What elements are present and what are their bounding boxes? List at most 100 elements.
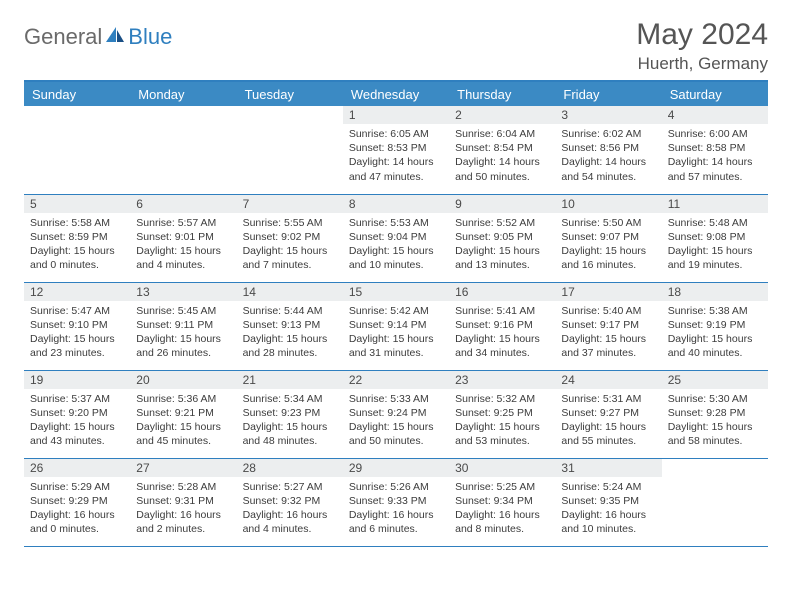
day-number: 17: [555, 283, 661, 301]
week-row: 12Sunrise: 5:47 AMSunset: 9:10 PMDayligh…: [24, 282, 768, 370]
day-cell: 19Sunrise: 5:37 AMSunset: 9:20 PMDayligh…: [24, 370, 130, 458]
day-details: Sunrise: 5:33 AMSunset: 9:24 PMDaylight:…: [343, 389, 449, 452]
day-number: 1: [343, 106, 449, 124]
day-details: Sunrise: 5:36 AMSunset: 9:21 PMDaylight:…: [130, 389, 236, 452]
day-header-row: SundayMondayTuesdayWednesdayThursdayFrid…: [24, 82, 768, 106]
day-cell: 9Sunrise: 5:52 AMSunset: 9:05 PMDaylight…: [449, 194, 555, 282]
day-number: [662, 459, 768, 477]
day-number: 28: [237, 459, 343, 477]
day-number: 7: [237, 195, 343, 213]
day-number: 21: [237, 371, 343, 389]
day-number: 30: [449, 459, 555, 477]
day-cell: 12Sunrise: 5:47 AMSunset: 9:10 PMDayligh…: [24, 282, 130, 370]
day-cell: 8Sunrise: 5:53 AMSunset: 9:04 PMDaylight…: [343, 194, 449, 282]
day-cell: 4Sunrise: 6:00 AMSunset: 8:58 PMDaylight…: [662, 106, 768, 194]
day-details: Sunrise: 5:41 AMSunset: 9:16 PMDaylight:…: [449, 301, 555, 364]
day-header: Wednesday: [343, 82, 449, 106]
day-details: Sunrise: 5:32 AMSunset: 9:25 PMDaylight:…: [449, 389, 555, 452]
day-details: Sunrise: 5:42 AMSunset: 9:14 PMDaylight:…: [343, 301, 449, 364]
day-details: Sunrise: 5:28 AMSunset: 9:31 PMDaylight:…: [130, 477, 236, 540]
day-number: 4: [662, 106, 768, 124]
week-row: 19Sunrise: 5:37 AMSunset: 9:20 PMDayligh…: [24, 370, 768, 458]
day-details: Sunrise: 5:57 AMSunset: 9:01 PMDaylight:…: [130, 213, 236, 276]
month-title: May 2024: [636, 18, 768, 52]
day-cell: 23Sunrise: 5:32 AMSunset: 9:25 PMDayligh…: [449, 370, 555, 458]
day-details: Sunrise: 5:29 AMSunset: 9:29 PMDaylight:…: [24, 477, 130, 540]
day-details: Sunrise: 5:50 AMSunset: 9:07 PMDaylight:…: [555, 213, 661, 276]
day-cell: [662, 458, 768, 546]
day-details: Sunrise: 6:04 AMSunset: 8:54 PMDaylight:…: [449, 124, 555, 187]
day-number: 9: [449, 195, 555, 213]
day-number: 31: [555, 459, 661, 477]
day-details: Sunrise: 5:25 AMSunset: 9:34 PMDaylight:…: [449, 477, 555, 540]
day-cell: [237, 106, 343, 194]
day-cell: 18Sunrise: 5:38 AMSunset: 9:19 PMDayligh…: [662, 282, 768, 370]
day-header: Monday: [130, 82, 236, 106]
day-cell: 13Sunrise: 5:45 AMSunset: 9:11 PMDayligh…: [130, 282, 236, 370]
day-details: Sunrise: 5:48 AMSunset: 9:08 PMDaylight:…: [662, 213, 768, 276]
week-row: 1Sunrise: 6:05 AMSunset: 8:53 PMDaylight…: [24, 106, 768, 194]
day-number: 2: [449, 106, 555, 124]
day-cell: 26Sunrise: 5:29 AMSunset: 9:29 PMDayligh…: [24, 458, 130, 546]
header: General Blue May 2024 Huerth, Germany: [24, 18, 768, 74]
day-cell: [130, 106, 236, 194]
day-details: Sunrise: 5:40 AMSunset: 9:17 PMDaylight:…: [555, 301, 661, 364]
day-details: Sunrise: 5:30 AMSunset: 9:28 PMDaylight:…: [662, 389, 768, 452]
day-details: Sunrise: 6:02 AMSunset: 8:56 PMDaylight:…: [555, 124, 661, 187]
day-number: [130, 106, 236, 124]
brand-logo: General Blue: [24, 24, 172, 50]
day-header: Saturday: [662, 82, 768, 106]
day-cell: [24, 106, 130, 194]
day-number: 3: [555, 106, 661, 124]
brand-text-2: Blue: [128, 24, 172, 50]
day-cell: 30Sunrise: 5:25 AMSunset: 9:34 PMDayligh…: [449, 458, 555, 546]
day-details: Sunrise: 5:26 AMSunset: 9:33 PMDaylight:…: [343, 477, 449, 540]
day-header: Thursday: [449, 82, 555, 106]
day-number: 24: [555, 371, 661, 389]
day-cell: 6Sunrise: 5:57 AMSunset: 9:01 PMDaylight…: [130, 194, 236, 282]
day-number: 27: [130, 459, 236, 477]
day-cell: 28Sunrise: 5:27 AMSunset: 9:32 PMDayligh…: [237, 458, 343, 546]
day-cell: 15Sunrise: 5:42 AMSunset: 9:14 PMDayligh…: [343, 282, 449, 370]
day-cell: 17Sunrise: 5:40 AMSunset: 9:17 PMDayligh…: [555, 282, 661, 370]
day-cell: 10Sunrise: 5:50 AMSunset: 9:07 PMDayligh…: [555, 194, 661, 282]
day-cell: 21Sunrise: 5:34 AMSunset: 9:23 PMDayligh…: [237, 370, 343, 458]
day-cell: 27Sunrise: 5:28 AMSunset: 9:31 PMDayligh…: [130, 458, 236, 546]
day-number: 23: [449, 371, 555, 389]
day-cell: 7Sunrise: 5:55 AMSunset: 9:02 PMDaylight…: [237, 194, 343, 282]
day-number: 13: [130, 283, 236, 301]
day-details: Sunrise: 5:55 AMSunset: 9:02 PMDaylight:…: [237, 213, 343, 276]
day-details: Sunrise: 5:31 AMSunset: 9:27 PMDaylight:…: [555, 389, 661, 452]
day-number: 14: [237, 283, 343, 301]
day-cell: 29Sunrise: 5:26 AMSunset: 9:33 PMDayligh…: [343, 458, 449, 546]
day-number: 10: [555, 195, 661, 213]
day-cell: 5Sunrise: 5:58 AMSunset: 8:59 PMDaylight…: [24, 194, 130, 282]
title-block: May 2024 Huerth, Germany: [636, 18, 768, 74]
day-cell: 3Sunrise: 6:02 AMSunset: 8:56 PMDaylight…: [555, 106, 661, 194]
day-number: 11: [662, 195, 768, 213]
day-details: Sunrise: 5:37 AMSunset: 9:20 PMDaylight:…: [24, 389, 130, 452]
day-number: 8: [343, 195, 449, 213]
calendar-table: SundayMondayTuesdayWednesdayThursdayFrid…: [24, 82, 768, 547]
day-number: 15: [343, 283, 449, 301]
day-details: Sunrise: 5:58 AMSunset: 8:59 PMDaylight:…: [24, 213, 130, 276]
day-cell: 11Sunrise: 5:48 AMSunset: 9:08 PMDayligh…: [662, 194, 768, 282]
day-details: Sunrise: 5:44 AMSunset: 9:13 PMDaylight:…: [237, 301, 343, 364]
day-number: 5: [24, 195, 130, 213]
day-cell: 31Sunrise: 5:24 AMSunset: 9:35 PMDayligh…: [555, 458, 661, 546]
sail-icon: [104, 25, 126, 50]
day-details: Sunrise: 5:45 AMSunset: 9:11 PMDaylight:…: [130, 301, 236, 364]
day-number: [237, 106, 343, 124]
day-details: Sunrise: 6:00 AMSunset: 8:58 PMDaylight:…: [662, 124, 768, 187]
day-number: 22: [343, 371, 449, 389]
day-details: Sunrise: 5:52 AMSunset: 9:05 PMDaylight:…: [449, 213, 555, 276]
week-row: 5Sunrise: 5:58 AMSunset: 8:59 PMDaylight…: [24, 194, 768, 282]
day-details: Sunrise: 5:34 AMSunset: 9:23 PMDaylight:…: [237, 389, 343, 452]
day-header: Tuesday: [237, 82, 343, 106]
day-number: [24, 106, 130, 124]
brand-text-1: General: [24, 24, 102, 50]
day-cell: 1Sunrise: 6:05 AMSunset: 8:53 PMDaylight…: [343, 106, 449, 194]
day-number: 29: [343, 459, 449, 477]
day-details: Sunrise: 6:05 AMSunset: 8:53 PMDaylight:…: [343, 124, 449, 187]
day-cell: 25Sunrise: 5:30 AMSunset: 9:28 PMDayligh…: [662, 370, 768, 458]
